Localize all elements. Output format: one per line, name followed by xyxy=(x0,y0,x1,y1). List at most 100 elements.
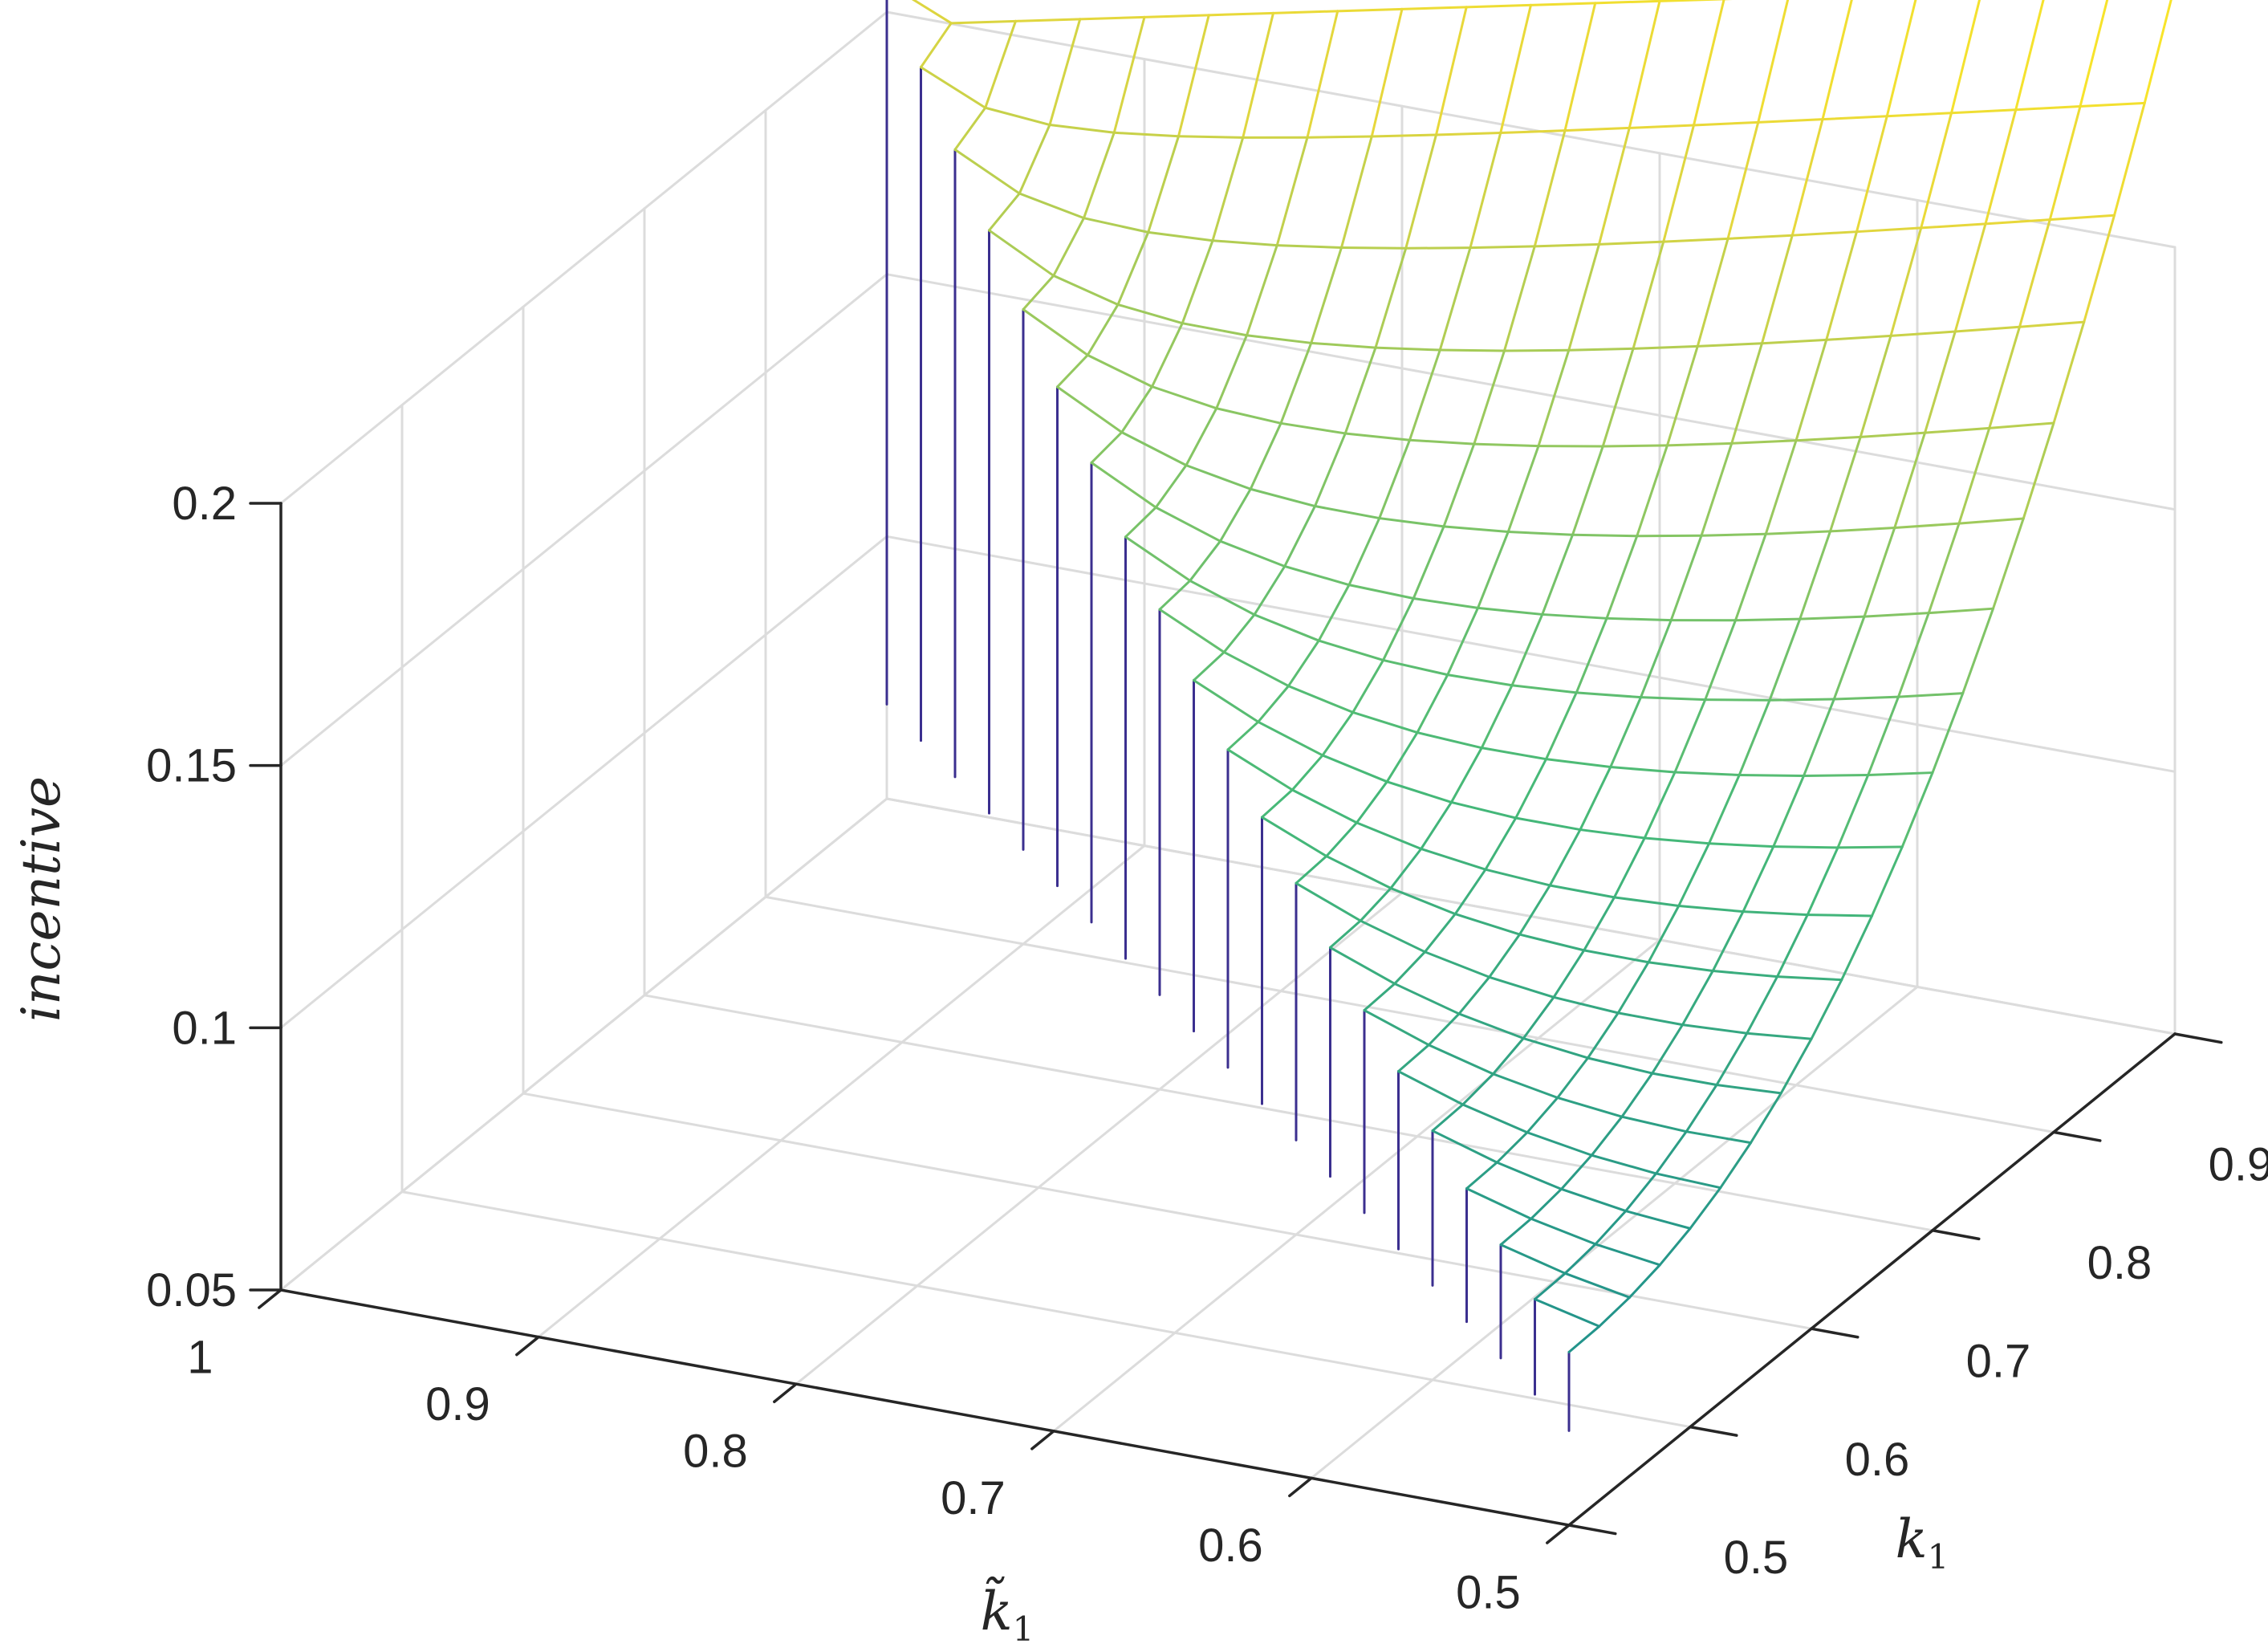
surface-mesh-line xyxy=(1287,639,1320,688)
surface-mesh-line xyxy=(1885,112,1953,118)
surface-mesh-line xyxy=(920,66,987,109)
surface-mesh-line xyxy=(1533,129,1567,248)
surface-mesh-line xyxy=(1158,608,1225,653)
surface-mesh-line xyxy=(1086,303,1120,356)
surface-mesh-line xyxy=(1711,970,1778,979)
surface-mesh-line xyxy=(1385,780,1453,804)
surface-mesh-line xyxy=(1598,1296,1631,1328)
surface-mesh-line xyxy=(1534,1272,1567,1301)
surface-mesh-line xyxy=(1427,1012,1461,1047)
surface-mesh-line xyxy=(1442,442,1476,528)
surface-mesh-line xyxy=(1424,950,1491,979)
surface-mesh-line xyxy=(1412,596,1479,609)
surface-mesh-line xyxy=(1351,658,1384,714)
surface-mesh-line xyxy=(1708,842,1775,848)
surface-mesh-line xyxy=(1450,800,1518,820)
surface-mesh-line xyxy=(1632,344,1699,350)
y-axis-title: k1 xyxy=(1896,1508,1949,1577)
surface-mesh-line xyxy=(1378,517,1445,528)
surface-mesh-line xyxy=(1616,961,1650,1015)
surface-mesh-line xyxy=(1950,108,2018,115)
surface-mesh-line xyxy=(1746,1031,1813,1040)
surface-mesh-line xyxy=(1052,274,1120,306)
surface-mesh-line xyxy=(1594,1210,1628,1246)
surface-mesh-line xyxy=(1465,3,1532,9)
surface-mesh-line xyxy=(1112,15,1146,134)
surface-mesh-line xyxy=(1189,579,1256,616)
floor-grid-line xyxy=(522,1092,1813,1330)
surface-mesh-line xyxy=(1685,1130,1752,1145)
surface-mesh-line xyxy=(1855,226,1923,234)
surface-mesh-line xyxy=(1219,539,1286,568)
surface-mesh-line xyxy=(1438,348,1506,352)
surface-mesh-line xyxy=(1620,1072,1654,1118)
surface-mesh-line xyxy=(1457,1012,1525,1040)
surface-mesh-line xyxy=(1738,698,1771,776)
surface-mesh-line xyxy=(1424,913,1457,954)
y-tick-mark xyxy=(2173,1032,2223,1044)
surface-mesh-line xyxy=(1499,1243,1567,1275)
surface-mesh-line xyxy=(1579,828,1646,840)
surface-mesh-line xyxy=(1370,133,1437,138)
surface-mesh-line xyxy=(1435,6,1468,136)
surface-mesh-line xyxy=(1836,845,1904,849)
surface-mesh-line xyxy=(1506,445,1540,534)
surface-mesh-line xyxy=(1673,771,1741,776)
surface-mesh-line xyxy=(1495,1131,1529,1164)
surface-mesh-line xyxy=(1340,135,1373,249)
surface-mesh-line xyxy=(1147,135,1180,234)
surface-mesh-line xyxy=(1363,982,1396,1012)
z-axis-title: incentive xyxy=(10,776,72,1022)
surface-mesh-line xyxy=(1689,1186,1722,1230)
x-tick-label: 0.7 xyxy=(941,1472,1006,1524)
surface-mesh-line xyxy=(1336,7,1404,13)
surface-mesh-line xyxy=(1295,855,1328,885)
surface-mesh-line xyxy=(2048,105,2082,222)
surface-mesh-line xyxy=(1810,979,1843,1040)
x-tick-label: 0.5 xyxy=(1456,1566,1521,1618)
surface-mesh-line xyxy=(1503,348,1571,352)
surface-mesh-line xyxy=(1761,338,1828,345)
surface-mesh-line xyxy=(1950,0,1981,115)
surface-mesh-line xyxy=(1314,505,1381,520)
surface-mesh-line xyxy=(1347,584,1415,600)
surface-mesh-line xyxy=(1624,1172,1657,1213)
left-wall-grid-line xyxy=(279,797,888,1292)
surface-mesh-line xyxy=(1734,617,1802,622)
surface-mesh-line xyxy=(1840,914,1873,982)
surface-mesh-line xyxy=(1116,303,1184,325)
surface-mesh-line xyxy=(1726,120,1760,240)
x-tick-mark xyxy=(515,1335,540,1357)
surface-mesh-line xyxy=(1893,431,1926,529)
surface-mesh-line xyxy=(1480,684,1514,750)
surface-mesh-line xyxy=(1275,244,1343,249)
surface-mesh-line xyxy=(1056,353,1089,389)
surface-mesh-line xyxy=(1655,1130,1688,1175)
surface-mesh-line xyxy=(1211,239,1278,247)
surface-mesh-line xyxy=(1647,961,1714,973)
surface-mesh-line xyxy=(1567,242,1600,352)
surface-mesh-line xyxy=(1821,0,1853,121)
surface-mesh-line xyxy=(1806,846,1839,917)
surface-mesh-line xyxy=(1499,3,1532,135)
surface-mesh-line xyxy=(1799,530,1831,621)
x-tick-label: 1 xyxy=(187,1331,213,1383)
surface-mesh-line xyxy=(1620,1115,1688,1133)
surface-mesh-line xyxy=(1215,407,1282,425)
surface-mesh-line xyxy=(2014,105,2082,112)
surface-mesh-line xyxy=(1086,353,1153,389)
surface-mesh-line xyxy=(1018,124,1051,195)
surface-mesh-line xyxy=(1272,10,1339,14)
surface-mesh-line xyxy=(1863,612,1930,618)
surface-mesh-line xyxy=(1477,531,1510,609)
surface-mesh-line xyxy=(1587,1011,1620,1060)
surface-mesh-line xyxy=(1579,766,1612,832)
surface-mesh-line xyxy=(1666,441,1734,447)
surface-mesh-line xyxy=(1794,435,1862,442)
surface-mesh-line xyxy=(1920,112,1953,230)
surface-mesh-line xyxy=(1246,334,1313,344)
surface-mesh-line xyxy=(1400,6,1468,10)
surface-mesh-line xyxy=(1677,905,1745,913)
surface-mesh-line xyxy=(1776,913,1809,979)
surface-mesh-line xyxy=(1628,1263,1661,1299)
